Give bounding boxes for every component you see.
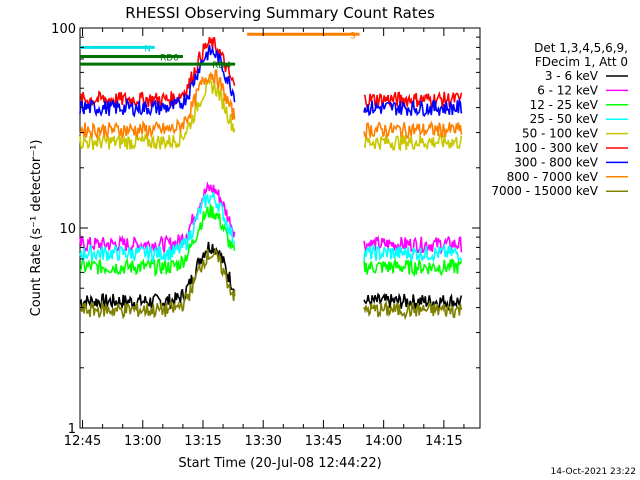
y-tick-label: 100 — [51, 22, 76, 37]
x-tick-label: 13:45 — [305, 434, 342, 449]
legend: Det 1,3,4,5,6,9, FDecim 1, Att 0 3 - 6 k… — [491, 41, 628, 198]
legend-label: 800 - 7000 keV — [507, 170, 599, 184]
legend-label: 100 - 300 keV — [514, 141, 598, 155]
legend-label: 25 - 50 keV — [530, 112, 599, 126]
flag-label: N — [144, 44, 151, 54]
series-line-6 — [79, 44, 463, 118]
legend-label: 12 - 25 keV — [530, 98, 599, 112]
y-axis-label: Count Rate (s⁻¹ detector⁻¹) — [29, 140, 44, 317]
legend-label: 300 - 800 keV — [514, 155, 598, 169]
flag-label: S — [350, 31, 356, 41]
legend-label: 6 - 12 keV — [537, 83, 599, 97]
chart-title: RHESSI Observing Summary Count Rates — [125, 4, 435, 22]
x-tick-label: 12:45 — [64, 434, 101, 449]
legend-label: 7000 - 15000 keV — [491, 184, 598, 198]
series-line-7 — [79, 69, 463, 141]
legend-label: 50 - 100 keV — [522, 127, 599, 141]
axis-layer: 12:45 13:00 13:15 13:30 13:45 14:00 14:15 1 10 10… — [51, 22, 480, 449]
series-line-1 — [79, 181, 463, 256]
series-line-0 — [79, 241, 463, 312]
x-tick-label: 13:30 — [244, 434, 281, 449]
series-line-2 — [80, 203, 463, 278]
legend-header-line-2: FDecim 1, Att 0 — [535, 55, 628, 69]
flag-label: RD0 — [160, 54, 179, 64]
flag-layer: N RD0 RD4 S — [80, 31, 360, 71]
plot-frame — [79, 27, 481, 429]
legend-label: 3 - 6 keV — [545, 69, 599, 83]
x-axis-label: Start Time (20-Jul-08 12:44:22) — [178, 456, 381, 471]
x-tick-label: 14:15 — [425, 434, 462, 449]
flag-label: RD4 — [212, 61, 231, 71]
footer-date: 14-Oct-2021 23:22 — [551, 467, 636, 477]
legend-header-line-1: Det 1,3,4,5,6,9, — [534, 41, 628, 55]
series-layer — [79, 36, 463, 321]
x-tick-label: 14:00 — [365, 434, 402, 449]
series-line-8 — [79, 247, 463, 321]
series-line-4 — [79, 77, 463, 152]
y-tick-label: 10 — [59, 222, 76, 237]
y-tick-label: 1 — [68, 422, 76, 437]
x-tick-label: 13:15 — [184, 434, 221, 449]
x-tick-label: 13:00 — [124, 434, 161, 449]
series-line-3 — [79, 191, 463, 264]
